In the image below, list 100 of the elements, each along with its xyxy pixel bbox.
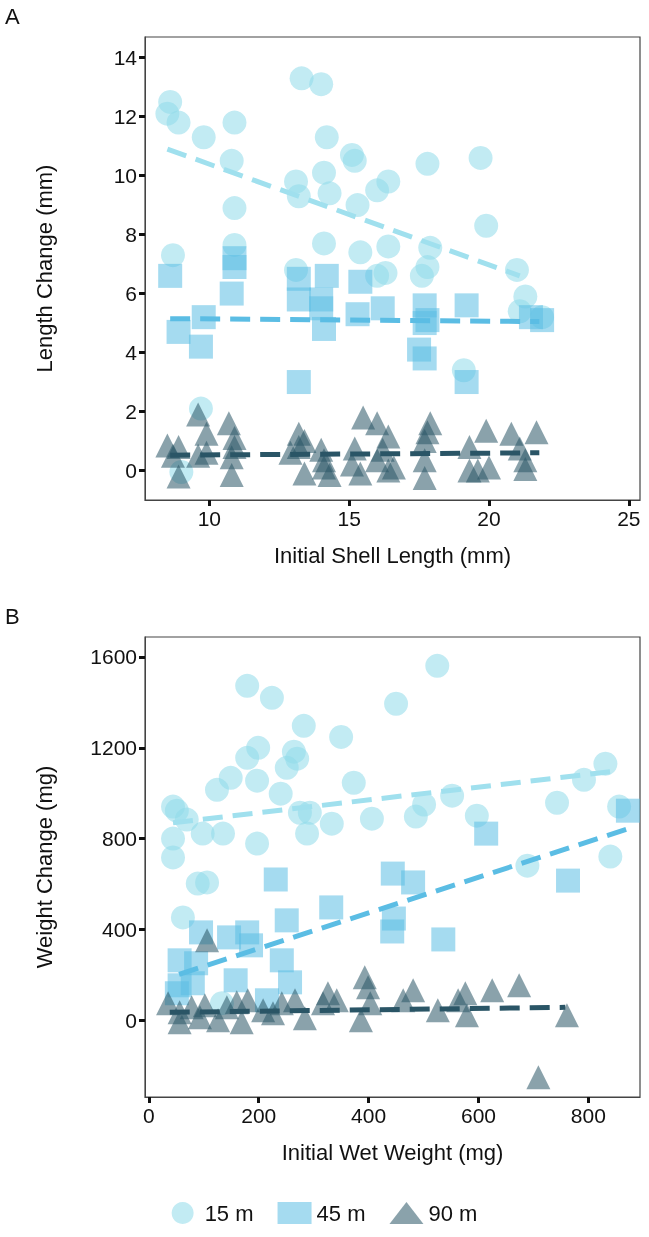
point [401, 870, 426, 895]
point [474, 213, 499, 238]
point [409, 263, 434, 288]
chart-title: A [5, 3, 20, 29]
y-tick-label: 0 [125, 1008, 137, 1032]
point [480, 978, 505, 1003]
x-axis-title: Initial Wet Weight (mg) [281, 1139, 504, 1165]
point [415, 151, 440, 176]
point [274, 755, 299, 780]
point [412, 465, 437, 490]
point [286, 287, 311, 312]
point [194, 421, 219, 446]
y-tick-label: 800 [101, 827, 137, 851]
x-tick-label: 800 [570, 1104, 606, 1127]
point [314, 125, 339, 150]
point [507, 973, 532, 998]
point [342, 148, 367, 173]
point [373, 260, 398, 285]
point [186, 402, 211, 427]
point [431, 927, 456, 952]
point [187, 1005, 212, 1030]
point [245, 768, 270, 793]
point [170, 905, 195, 930]
point [474, 821, 499, 846]
point [166, 464, 191, 489]
point [161, 845, 186, 870]
point [309, 72, 334, 97]
point [425, 998, 450, 1023]
point [211, 821, 236, 846]
point [348, 269, 373, 294]
legend-label: 90 m [428, 1200, 478, 1226]
point [278, 970, 303, 995]
point [191, 125, 216, 150]
point [274, 908, 299, 933]
point [412, 792, 437, 817]
point [370, 296, 395, 321]
point [474, 418, 499, 443]
point [359, 806, 384, 831]
point [158, 263, 183, 288]
point [292, 461, 317, 486]
point [219, 462, 244, 487]
point [235, 745, 260, 770]
point [345, 193, 370, 218]
point [263, 867, 288, 892]
point [376, 234, 401, 259]
legend-label: 15 m [204, 1200, 254, 1226]
y-tick-label: 4 [125, 341, 138, 365]
x-tick-label: 20 [477, 507, 501, 530]
point [186, 443, 211, 468]
y-tick-label: 400 [101, 917, 137, 941]
point [222, 196, 247, 221]
point [348, 240, 373, 265]
x-tick-label: 600 [460, 1104, 496, 1127]
point [286, 370, 311, 395]
point [219, 281, 244, 306]
y-tick-label: 1200 [90, 736, 137, 760]
y-tick-label: 8 [125, 223, 137, 247]
point [376, 169, 401, 194]
point [166, 319, 191, 344]
point [598, 844, 623, 869]
point [190, 821, 215, 846]
point [556, 868, 581, 893]
chart-title: B [5, 603, 20, 629]
y-tick-label: 14 [113, 46, 138, 70]
point [454, 1003, 479, 1028]
point [204, 777, 229, 802]
point [292, 1006, 317, 1031]
point [166, 110, 191, 135]
point [454, 293, 479, 318]
point [295, 821, 320, 846]
point [292, 429, 317, 454]
x-axis-title: Initial Shell Length (mm) [273, 542, 512, 568]
point [348, 461, 373, 486]
y-tick-label: 6 [125, 282, 137, 306]
point [425, 653, 450, 678]
point [341, 770, 366, 795]
point [195, 870, 220, 895]
point [312, 160, 336, 185]
point [319, 811, 344, 836]
x-tick-label: 400 [351, 1104, 387, 1127]
x-tick-label: 15 [337, 507, 361, 530]
point [195, 928, 220, 953]
point [289, 66, 314, 91]
point [356, 975, 381, 1000]
legend-label: 45 m [316, 1200, 366, 1226]
point [545, 790, 570, 815]
point [554, 1003, 579, 1028]
y-tick-label: 1600 [90, 645, 137, 669]
y-tick-label: 10 [113, 164, 137, 188]
point [317, 181, 342, 206]
point [513, 457, 538, 482]
point [319, 895, 344, 920]
point [235, 673, 260, 698]
point [384, 691, 409, 716]
point [269, 948, 294, 973]
point [223, 968, 248, 993]
point [524, 420, 549, 445]
point [317, 462, 342, 487]
point [259, 685, 284, 710]
y-axis-title: Weight Change (mg) [31, 765, 57, 969]
